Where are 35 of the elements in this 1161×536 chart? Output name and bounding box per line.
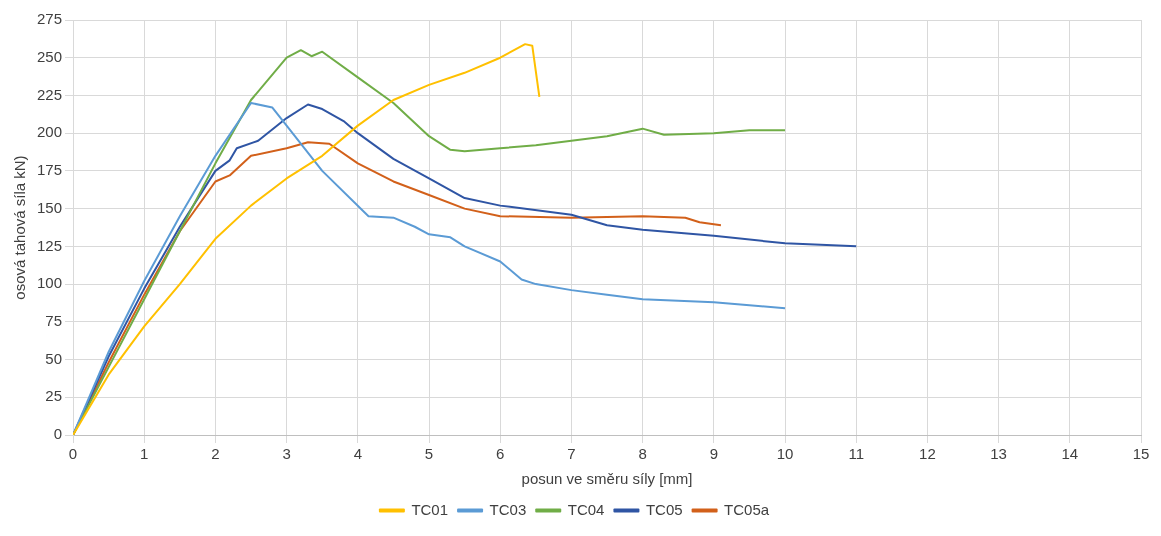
x-tick-label: 8 [638, 445, 647, 463]
x-tick-label: 5 [424, 445, 434, 463]
x-tick-label: 3 [282, 445, 291, 463]
x-tick-label: 10 [776, 445, 794, 463]
x-tick-label: 15 [1132, 445, 1150, 463]
y-tick-label: 25 [45, 387, 63, 405]
x-tick-label: 13 [990, 445, 1007, 463]
x-tick-label: 2 [211, 445, 220, 463]
legend-label: TC05a [724, 500, 770, 518]
x-tick-label: 14 [1061, 445, 1079, 463]
x-tick-label: 4 [353, 445, 362, 463]
y-tick-label: 75 [45, 311, 63, 329]
y-tick-label: 175 [37, 161, 63, 179]
x-axis-title: posun ve směru síly [mm] [521, 470, 693, 488]
y-axis-title: osová tahová síla kN) [11, 155, 29, 300]
y-tick-label: 275 [37, 10, 63, 28]
y-tick-label: 0 [53, 425, 63, 443]
x-tick-label: 6 [496, 445, 505, 463]
y-tick-label: 50 [45, 349, 63, 367]
x-tick-label: 9 [709, 445, 718, 463]
x-tick-label: 11 [848, 445, 864, 463]
legend-label: TC04 [567, 500, 605, 518]
y-tick-label: 150 [37, 198, 63, 216]
x-tick-label: 12 [919, 445, 936, 463]
legend-label: TC01 [411, 500, 449, 518]
y-tick-label: 100 [37, 274, 63, 292]
x-tick-label: 7 [567, 445, 576, 463]
x-tick-label: 1 [140, 445, 149, 463]
legend-label: TC03 [489, 500, 527, 518]
legend-label: TC05 [645, 500, 683, 518]
x-tick-label: 0 [68, 445, 78, 463]
y-tick-label: 200 [37, 123, 63, 141]
y-tick-label: 125 [37, 236, 63, 254]
y-tick-label: 250 [37, 47, 63, 65]
y-tick-label: 225 [37, 85, 63, 103]
